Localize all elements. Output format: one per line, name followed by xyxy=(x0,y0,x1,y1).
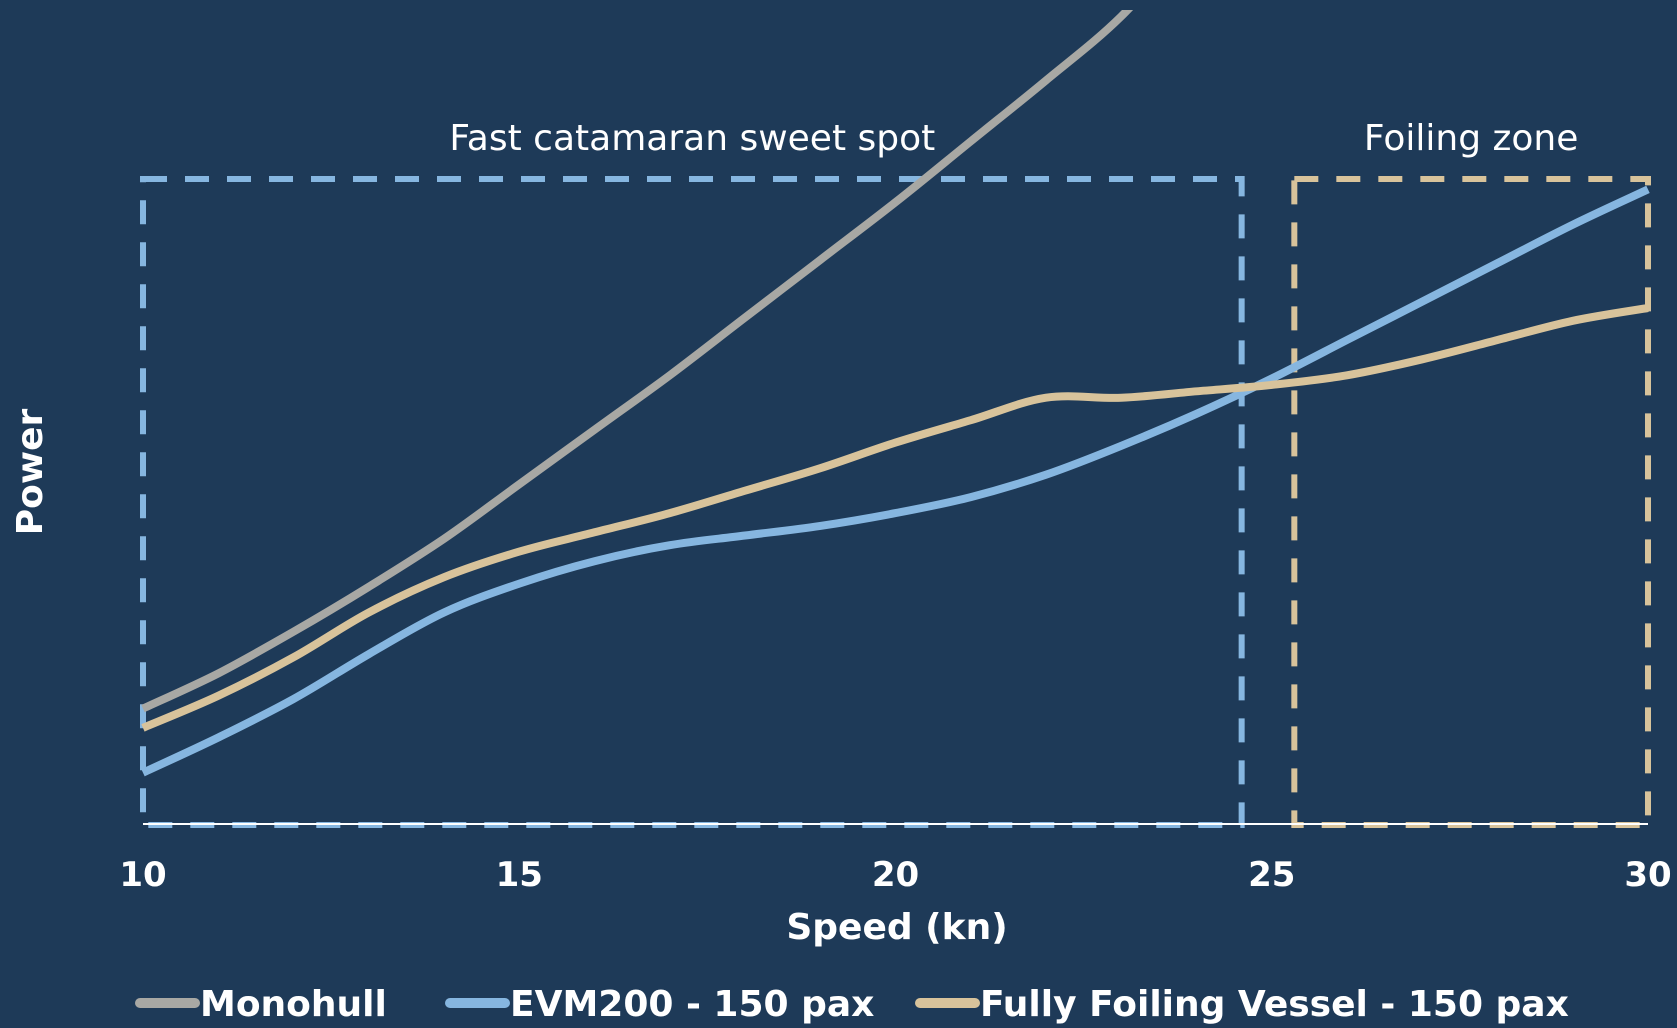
y-axis-title: Power xyxy=(10,408,51,535)
x-tick-label-4: 30 xyxy=(1624,855,1671,895)
x-tick-label-2: 20 xyxy=(872,855,919,895)
zone-label-0: Fast catamaran sweet spot xyxy=(449,118,935,159)
x-tick-label-3: 25 xyxy=(1248,855,1295,895)
series-line-2 xyxy=(141,304,1649,732)
legend-label-1: EVM200 - 150 pax xyxy=(510,984,874,1024)
zone-box-0 xyxy=(140,176,1245,828)
series-line-0 xyxy=(141,10,1134,713)
legend-label-2: Fully Foiling Vessel - 150 pax xyxy=(980,984,1569,1024)
zone-label-1: Foiling zone xyxy=(1364,118,1578,159)
x-tick-label-1: 15 xyxy=(496,855,543,895)
legend-label-0: Monohull xyxy=(200,984,387,1024)
legend: Monohull EVM200 - 150 pax Fully Foiling Ve… xyxy=(135,984,1569,1025)
x-axis-title: Speed (kn) xyxy=(786,907,1007,948)
series-line-1 xyxy=(141,185,1650,777)
x-tick-label-0: 10 xyxy=(119,855,166,895)
